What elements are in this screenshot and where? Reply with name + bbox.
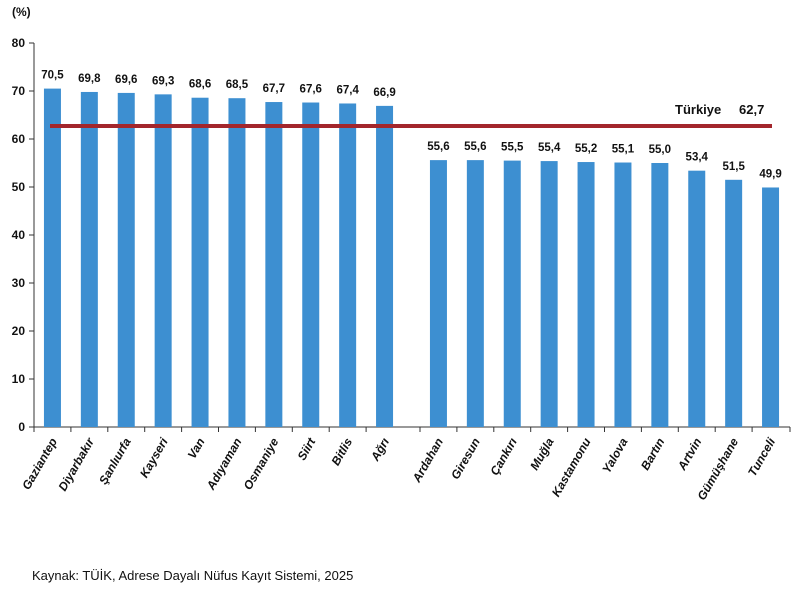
bar-value-label: 55,2 xyxy=(575,143,597,155)
bar xyxy=(80,91,98,428)
category-label: Yalova xyxy=(599,435,630,475)
bar xyxy=(725,179,743,427)
category-label: Bitlis xyxy=(328,435,355,468)
bar-value-label: 55,6 xyxy=(427,141,449,153)
bar xyxy=(265,102,283,427)
bar-value-label: 67,6 xyxy=(300,84,322,96)
bar xyxy=(339,103,357,427)
category-label: Osmaniye xyxy=(241,435,282,492)
category-label: Diyarbakır xyxy=(55,434,97,493)
bar-value-label: 68,6 xyxy=(189,79,211,91)
bar xyxy=(376,105,394,427)
bar-value-label: 55,5 xyxy=(501,142,524,154)
y-tick-label: 20 xyxy=(12,324,26,338)
category-label: Çankırı xyxy=(487,435,520,478)
y-tick-label: 50 xyxy=(12,180,26,194)
y-tick-label: 10 xyxy=(12,372,26,386)
bar-value-label: 49,9 xyxy=(759,168,781,180)
bar xyxy=(614,162,632,427)
bar-value-label: 67,7 xyxy=(263,83,285,95)
bar-value-label: 55,0 xyxy=(649,144,671,156)
bar-value-label: 68,5 xyxy=(226,79,249,91)
bar xyxy=(540,161,558,427)
bar-value-label: 55,6 xyxy=(464,141,486,153)
bar-value-label: 55,4 xyxy=(538,142,561,154)
reference-line-value: 62,7 xyxy=(739,102,764,117)
category-label: Ağrı xyxy=(368,435,393,464)
category-label: Kayseri xyxy=(137,435,171,480)
category-label: Giresun xyxy=(448,435,483,481)
bar xyxy=(577,162,595,428)
category-label: Artvin xyxy=(674,436,704,474)
category-label: Bartın xyxy=(638,436,667,473)
bar-value-label: 69,6 xyxy=(115,74,137,86)
bar-value-label: 69,8 xyxy=(78,73,101,85)
bar xyxy=(117,92,135,428)
y-tick-label: 30 xyxy=(12,276,26,290)
bar-value-label: 69,3 xyxy=(152,75,174,87)
category-label: Gaziantep xyxy=(19,436,60,493)
bar xyxy=(466,160,484,427)
category-label: Siirt xyxy=(295,435,319,463)
bar xyxy=(651,163,669,427)
bar xyxy=(228,98,246,427)
bar xyxy=(762,187,780,427)
bar xyxy=(503,160,521,427)
source-note: Kaynak: TÜİK, Adrese Dayalı Nüfus Kayıt … xyxy=(32,568,354,583)
y-tick-label: 60 xyxy=(12,132,26,146)
bar xyxy=(429,160,447,427)
bar xyxy=(302,102,320,428)
bar-value-label: 53,4 xyxy=(686,152,709,164)
bar xyxy=(191,97,209,427)
bar xyxy=(154,94,172,428)
bar-value-label: 51,5 xyxy=(722,161,745,173)
category-label: Adıyaman xyxy=(203,436,244,494)
category-label: Muğla xyxy=(527,435,557,472)
bar-value-label: 70,5 xyxy=(41,70,64,82)
category-label: Şanlıurfa xyxy=(96,435,134,487)
y-tick-label: 80 xyxy=(12,36,26,50)
category-label: Ardahan xyxy=(409,436,446,486)
bar xyxy=(43,88,61,427)
bar-value-label: 66,9 xyxy=(373,87,395,99)
category-label: Van xyxy=(185,436,208,462)
bar xyxy=(688,170,706,427)
y-tick-label: 40 xyxy=(12,228,26,242)
y-unit-label: (%) xyxy=(12,5,31,19)
y-tick-label: 70 xyxy=(12,84,26,98)
y-tick-label: 0 xyxy=(18,420,25,434)
category-label: Tunceli xyxy=(745,435,778,479)
bar-value-label: 55,1 xyxy=(612,144,635,156)
bar-value-label: 67,4 xyxy=(336,84,359,96)
category-label: Kastamonu xyxy=(549,435,594,499)
reference-line-label: Türkiye xyxy=(675,102,721,117)
